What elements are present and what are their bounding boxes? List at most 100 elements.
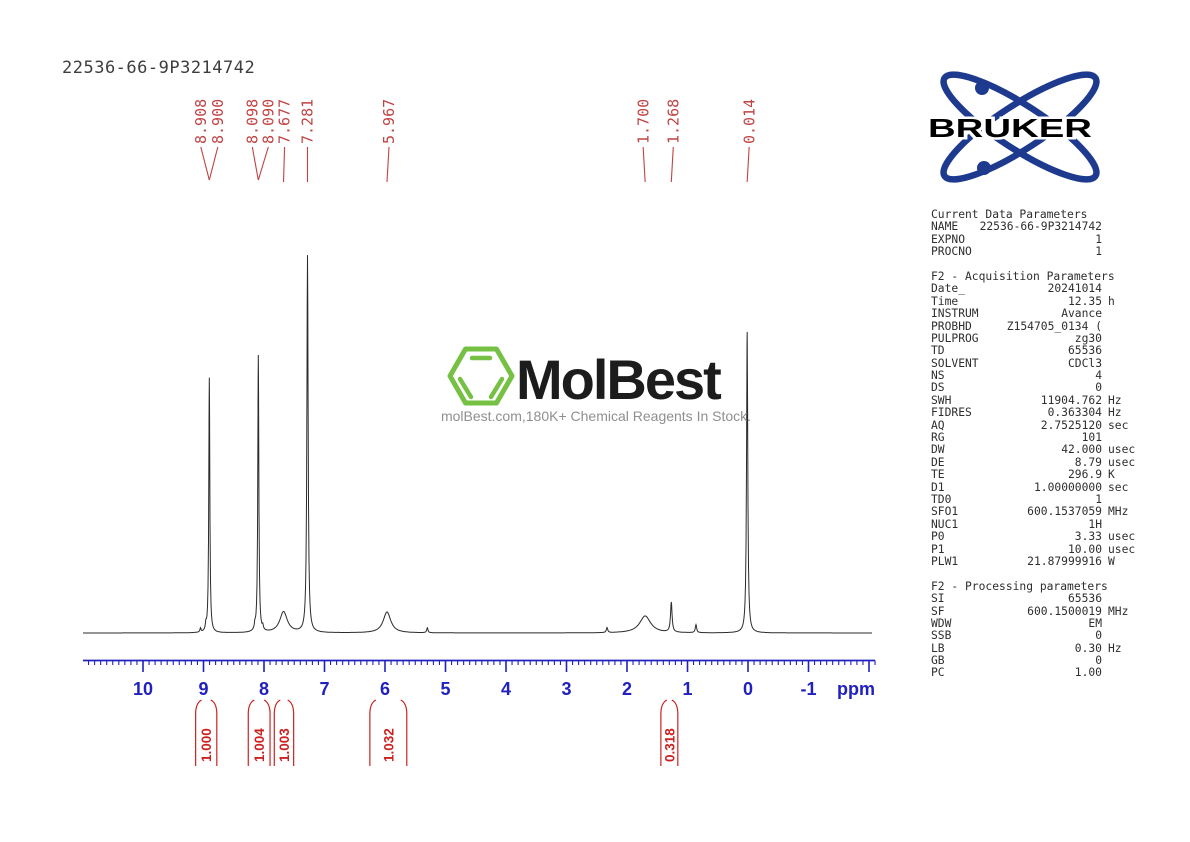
bruker-orbit-ellipse bbox=[940, 71, 1100, 183]
param-value: 22536-66-9P3214742 bbox=[979, 220, 1102, 234]
param-value: 11904.762 bbox=[1040, 393, 1102, 407]
param-label: D1 bbox=[931, 480, 945, 494]
param-row: SI 65536 bbox=[931, 592, 1171, 606]
peak-label: 8.908 bbox=[192, 99, 210, 144]
param-row: PROCNO 1 bbox=[931, 245, 1171, 259]
param-label: NS bbox=[931, 369, 945, 383]
x-axis-tick-label: 9 bbox=[198, 679, 208, 699]
param-value: 0 bbox=[1095, 381, 1102, 395]
param-label: Time bbox=[931, 294, 959, 308]
param-value: 3.33 bbox=[1074, 530, 1102, 544]
param-label: TD bbox=[931, 344, 945, 358]
param-unit: Hz bbox=[1108, 393, 1122, 407]
param-unit: usec bbox=[1108, 455, 1136, 469]
param-unit: usec bbox=[1108, 530, 1136, 544]
param-label: NUC1 bbox=[931, 517, 959, 531]
bruker-orbit-dot bbox=[977, 161, 991, 175]
peak-label-line bbox=[642, 146, 646, 183]
param-label: TD0 bbox=[931, 492, 952, 506]
integral-value: 1.004 bbox=[252, 728, 267, 762]
param-value: zg30 bbox=[1074, 331, 1102, 345]
param-label: PROBHD bbox=[931, 319, 972, 333]
x-axis-tick-label: -1 bbox=[800, 679, 816, 699]
param-row: RG 101 bbox=[931, 431, 1171, 444]
integral-bracket bbox=[247, 699, 271, 766]
param-unit: Hz bbox=[1108, 406, 1122, 420]
bruker-orbit-dot bbox=[975, 81, 989, 95]
peak-label-line bbox=[386, 146, 390, 183]
integral-bracket bbox=[369, 699, 408, 766]
param-value: 600.1537059 bbox=[1027, 505, 1102, 519]
param-value: Z154705_0134 ( bbox=[1006, 319, 1102, 333]
param-label: GB bbox=[931, 654, 945, 668]
sample-id: 22536-66-9P3214742 bbox=[62, 58, 256, 78]
param-label: NAME bbox=[931, 220, 959, 234]
peak-label: 7.677 bbox=[276, 99, 294, 144]
x-axis-tick-label: 4 bbox=[501, 679, 511, 699]
param-label: SFO1 bbox=[931, 505, 959, 519]
param-row: SOLVENT CDCl3 bbox=[931, 356, 1171, 370]
param-row: P0 3.33 usec bbox=[931, 530, 1171, 544]
peak-label-line bbox=[746, 146, 750, 183]
param-value: 1 bbox=[1095, 245, 1102, 259]
param-label: SF bbox=[931, 604, 945, 618]
peak-label: 8.900 bbox=[209, 99, 227, 144]
bruker-wordmark: BRUKER bbox=[928, 113, 1092, 143]
peak-label: 8.098 bbox=[244, 99, 262, 144]
param-row: PROBHD Z154705_0134 ( bbox=[931, 319, 1171, 333]
param-value: 600.1500019 bbox=[1027, 604, 1102, 618]
peak-label-line bbox=[208, 146, 219, 181]
param-row: AQ 2.7525120 sec bbox=[931, 418, 1171, 432]
benzene-hexagon-icon bbox=[447, 346, 515, 406]
peak-label: 1.700 bbox=[634, 99, 652, 144]
param-gap bbox=[931, 258, 1171, 270]
peak-label-line bbox=[257, 146, 269, 181]
integral-value: 1.032 bbox=[381, 728, 396, 762]
param-label: AQ bbox=[931, 418, 945, 432]
nmr-trace bbox=[83, 255, 872, 634]
peak-label: 0.014 bbox=[740, 99, 758, 144]
param-section-title: Current Data Parameters bbox=[931, 208, 1088, 221]
param-row: D1 1.00000000 sec bbox=[931, 480, 1171, 494]
param-row: FIDRES 0.363304 Hz bbox=[931, 406, 1171, 420]
molbest-wordmark: MolBest bbox=[516, 348, 721, 411]
param-unit: MHz bbox=[1108, 604, 1129, 618]
param-label: SWH bbox=[931, 393, 952, 407]
x-axis-tick-label: 3 bbox=[561, 679, 571, 699]
param-row: WDW EM bbox=[931, 617, 1171, 630]
param-value: 0 bbox=[1095, 654, 1102, 668]
param-unit: usec bbox=[1108, 443, 1136, 457]
param-value: CDCl3 bbox=[1067, 356, 1102, 370]
param-row: TE 296.9 K bbox=[931, 468, 1171, 482]
bruker-orbit-ellipse bbox=[940, 71, 1100, 183]
param-row: SF 600.1500019 MHz bbox=[931, 604, 1171, 618]
param-label: SSB bbox=[931, 629, 952, 643]
param-label: P0 bbox=[931, 530, 945, 544]
param-value: 8.79 bbox=[1074, 455, 1102, 469]
param-unit: sec bbox=[1108, 480, 1129, 494]
param-label: PULPROG bbox=[931, 331, 979, 345]
param-value: 0 bbox=[1095, 629, 1102, 643]
param-row: DW 42.000 usec bbox=[931, 443, 1171, 457]
param-unit: Hz bbox=[1108, 641, 1122, 655]
param-value: 65536 bbox=[1067, 592, 1102, 606]
x-axis-tick-label: 7 bbox=[319, 679, 329, 699]
param-label: DW bbox=[931, 443, 945, 457]
param-label: FIDRES bbox=[931, 406, 972, 420]
param-row: NAME 22536-66-9P3214742 bbox=[931, 220, 1171, 234]
param-unit: MHz bbox=[1108, 505, 1129, 519]
parameters-panel: Current Data Parameters NAME 22536-66-9P32… bbox=[931, 208, 1171, 679]
x-axis-tick-label: 10 bbox=[133, 679, 153, 699]
param-row: PC 1.00 bbox=[931, 666, 1171, 679]
param-row: Date_ 20241014 bbox=[931, 282, 1171, 295]
param-label: INSTRUM bbox=[931, 307, 979, 321]
param-row: TD0 1 bbox=[931, 492, 1171, 506]
param-row: NUC1 1H bbox=[931, 517, 1171, 531]
param-row: SFO1 600.1537059 MHz bbox=[931, 505, 1171, 519]
peak-label-line bbox=[670, 146, 674, 183]
param-value: 65536 bbox=[1067, 344, 1102, 358]
param-section-title: F2 - Processing parameters bbox=[931, 579, 1108, 593]
param-unit: K bbox=[1108, 468, 1115, 482]
param-row: DS 0 bbox=[931, 381, 1171, 395]
